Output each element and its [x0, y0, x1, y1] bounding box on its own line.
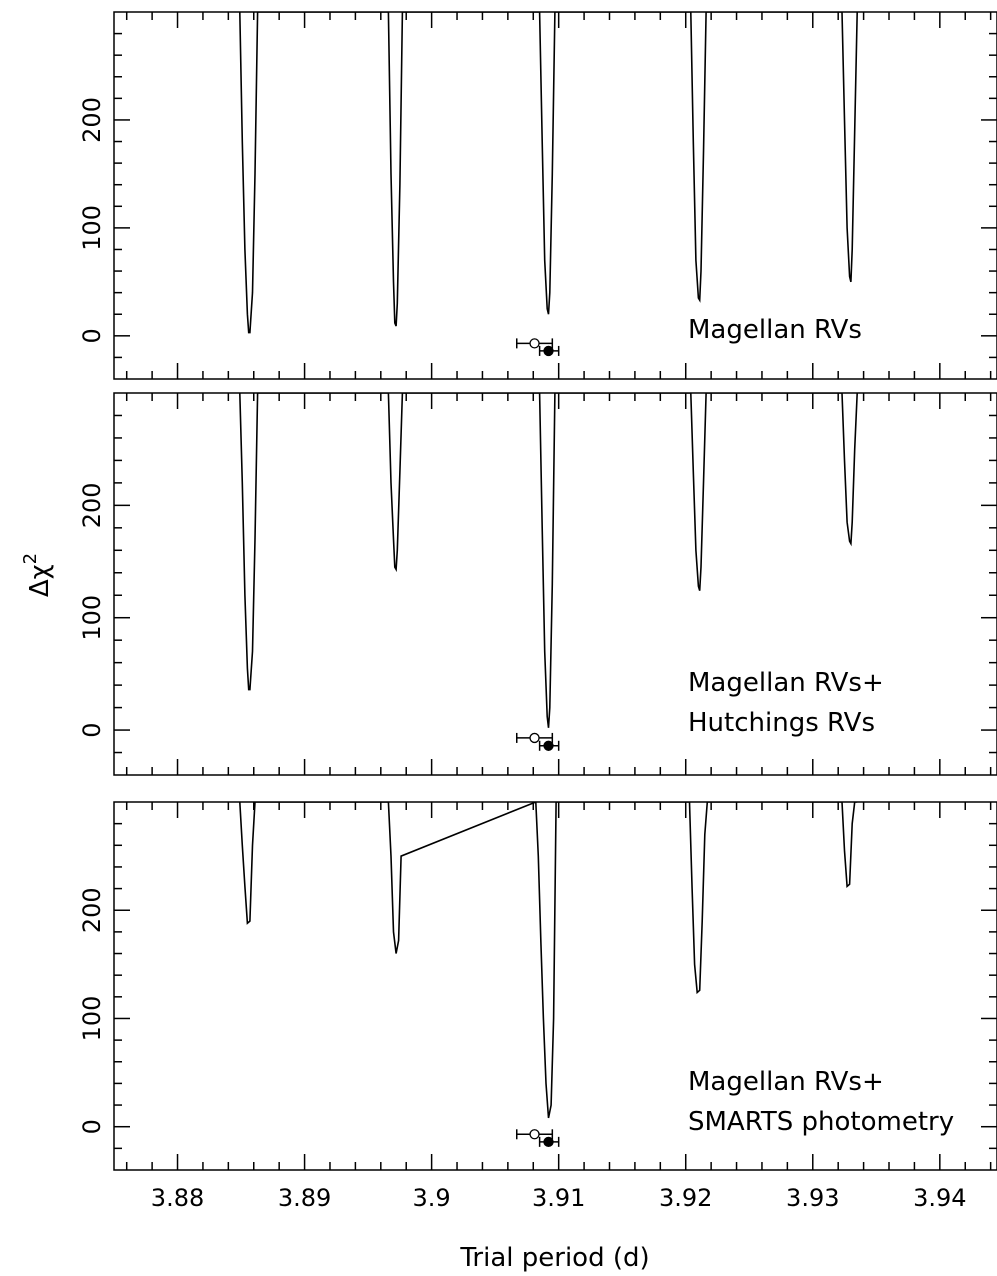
y-axis-title-main: Δχ — [25, 564, 55, 597]
filled-point-marker — [543, 345, 554, 357]
panel-frame — [113, 11, 997, 380]
delta-chi2-curve — [239, 393, 858, 728]
x-tick-labels: 3.88 3.89 3.9 3.91 3.92 3.93 3.94 — [151, 1184, 967, 1212]
y-tick-label: 100 — [78, 205, 106, 251]
delta-chi2-curve — [239, 802, 858, 1119]
y-tick-label: 200 — [78, 482, 106, 528]
open-point-marker — [529, 732, 540, 744]
filled-point-marker — [543, 740, 554, 751]
panel-label-line: SMARTS photometry — [688, 1107, 954, 1137]
y-axis-title-superscript: 2 — [20, 553, 41, 564]
x-tick-label: 3.89 — [278, 1184, 331, 1212]
x-tick-label: 3.92 — [659, 1184, 712, 1212]
y-tick-label: 100 — [78, 595, 106, 641]
open-point-marker — [529, 1129, 540, 1140]
x-tick-label: 3.93 — [786, 1184, 839, 1212]
filled-point-marker — [543, 1136, 554, 1148]
curve-group — [239, 12, 858, 334]
x-tick-label: 3.88 — [151, 1184, 204, 1212]
open-point-marker — [529, 338, 540, 349]
delta-chi2-curve — [239, 12, 858, 334]
panel-label-line: Magellan RVs+ — [688, 1067, 884, 1097]
x-axis-title: Trial period (d) — [459, 1243, 649, 1273]
y-tick-label: 200 — [78, 97, 106, 143]
panel-1: 0 100 200 Magellan RVs — [78, 11, 997, 380]
panel-label-line: Magellan RVs+ — [688, 668, 884, 698]
panel-label-line: Hutchings RVs — [688, 708, 875, 738]
panel-label-line: Magellan RVs — [688, 315, 862, 345]
x-tick-label: 3.9 — [413, 1184, 451, 1212]
y-tick-label: 200 — [78, 887, 106, 933]
curve-group — [239, 393, 858, 728]
panel-2: 0 100 200 Magellan RVs+ Hutchings RVs — [78, 392, 997, 776]
x-tick-label: 3.91 — [532, 1184, 585, 1212]
y-tick-label: 0 — [78, 328, 106, 343]
curve-group — [239, 802, 858, 1119]
x-tick-label: 3.94 — [913, 1184, 966, 1212]
panel-3: 0 100 200 Magellan RVs+ SMARTS photometry — [78, 801, 997, 1171]
y-tick-label: 0 — [78, 1119, 106, 1134]
y-tick-label: 0 — [78, 722, 106, 737]
y-axis-title: Δχ2 — [20, 553, 55, 597]
panels-layer: 0 100 200 Magellan RVs 0 100 200 Magellan RVs+ H… — [78, 11, 997, 1171]
y-tick-label: 100 — [78, 996, 106, 1042]
